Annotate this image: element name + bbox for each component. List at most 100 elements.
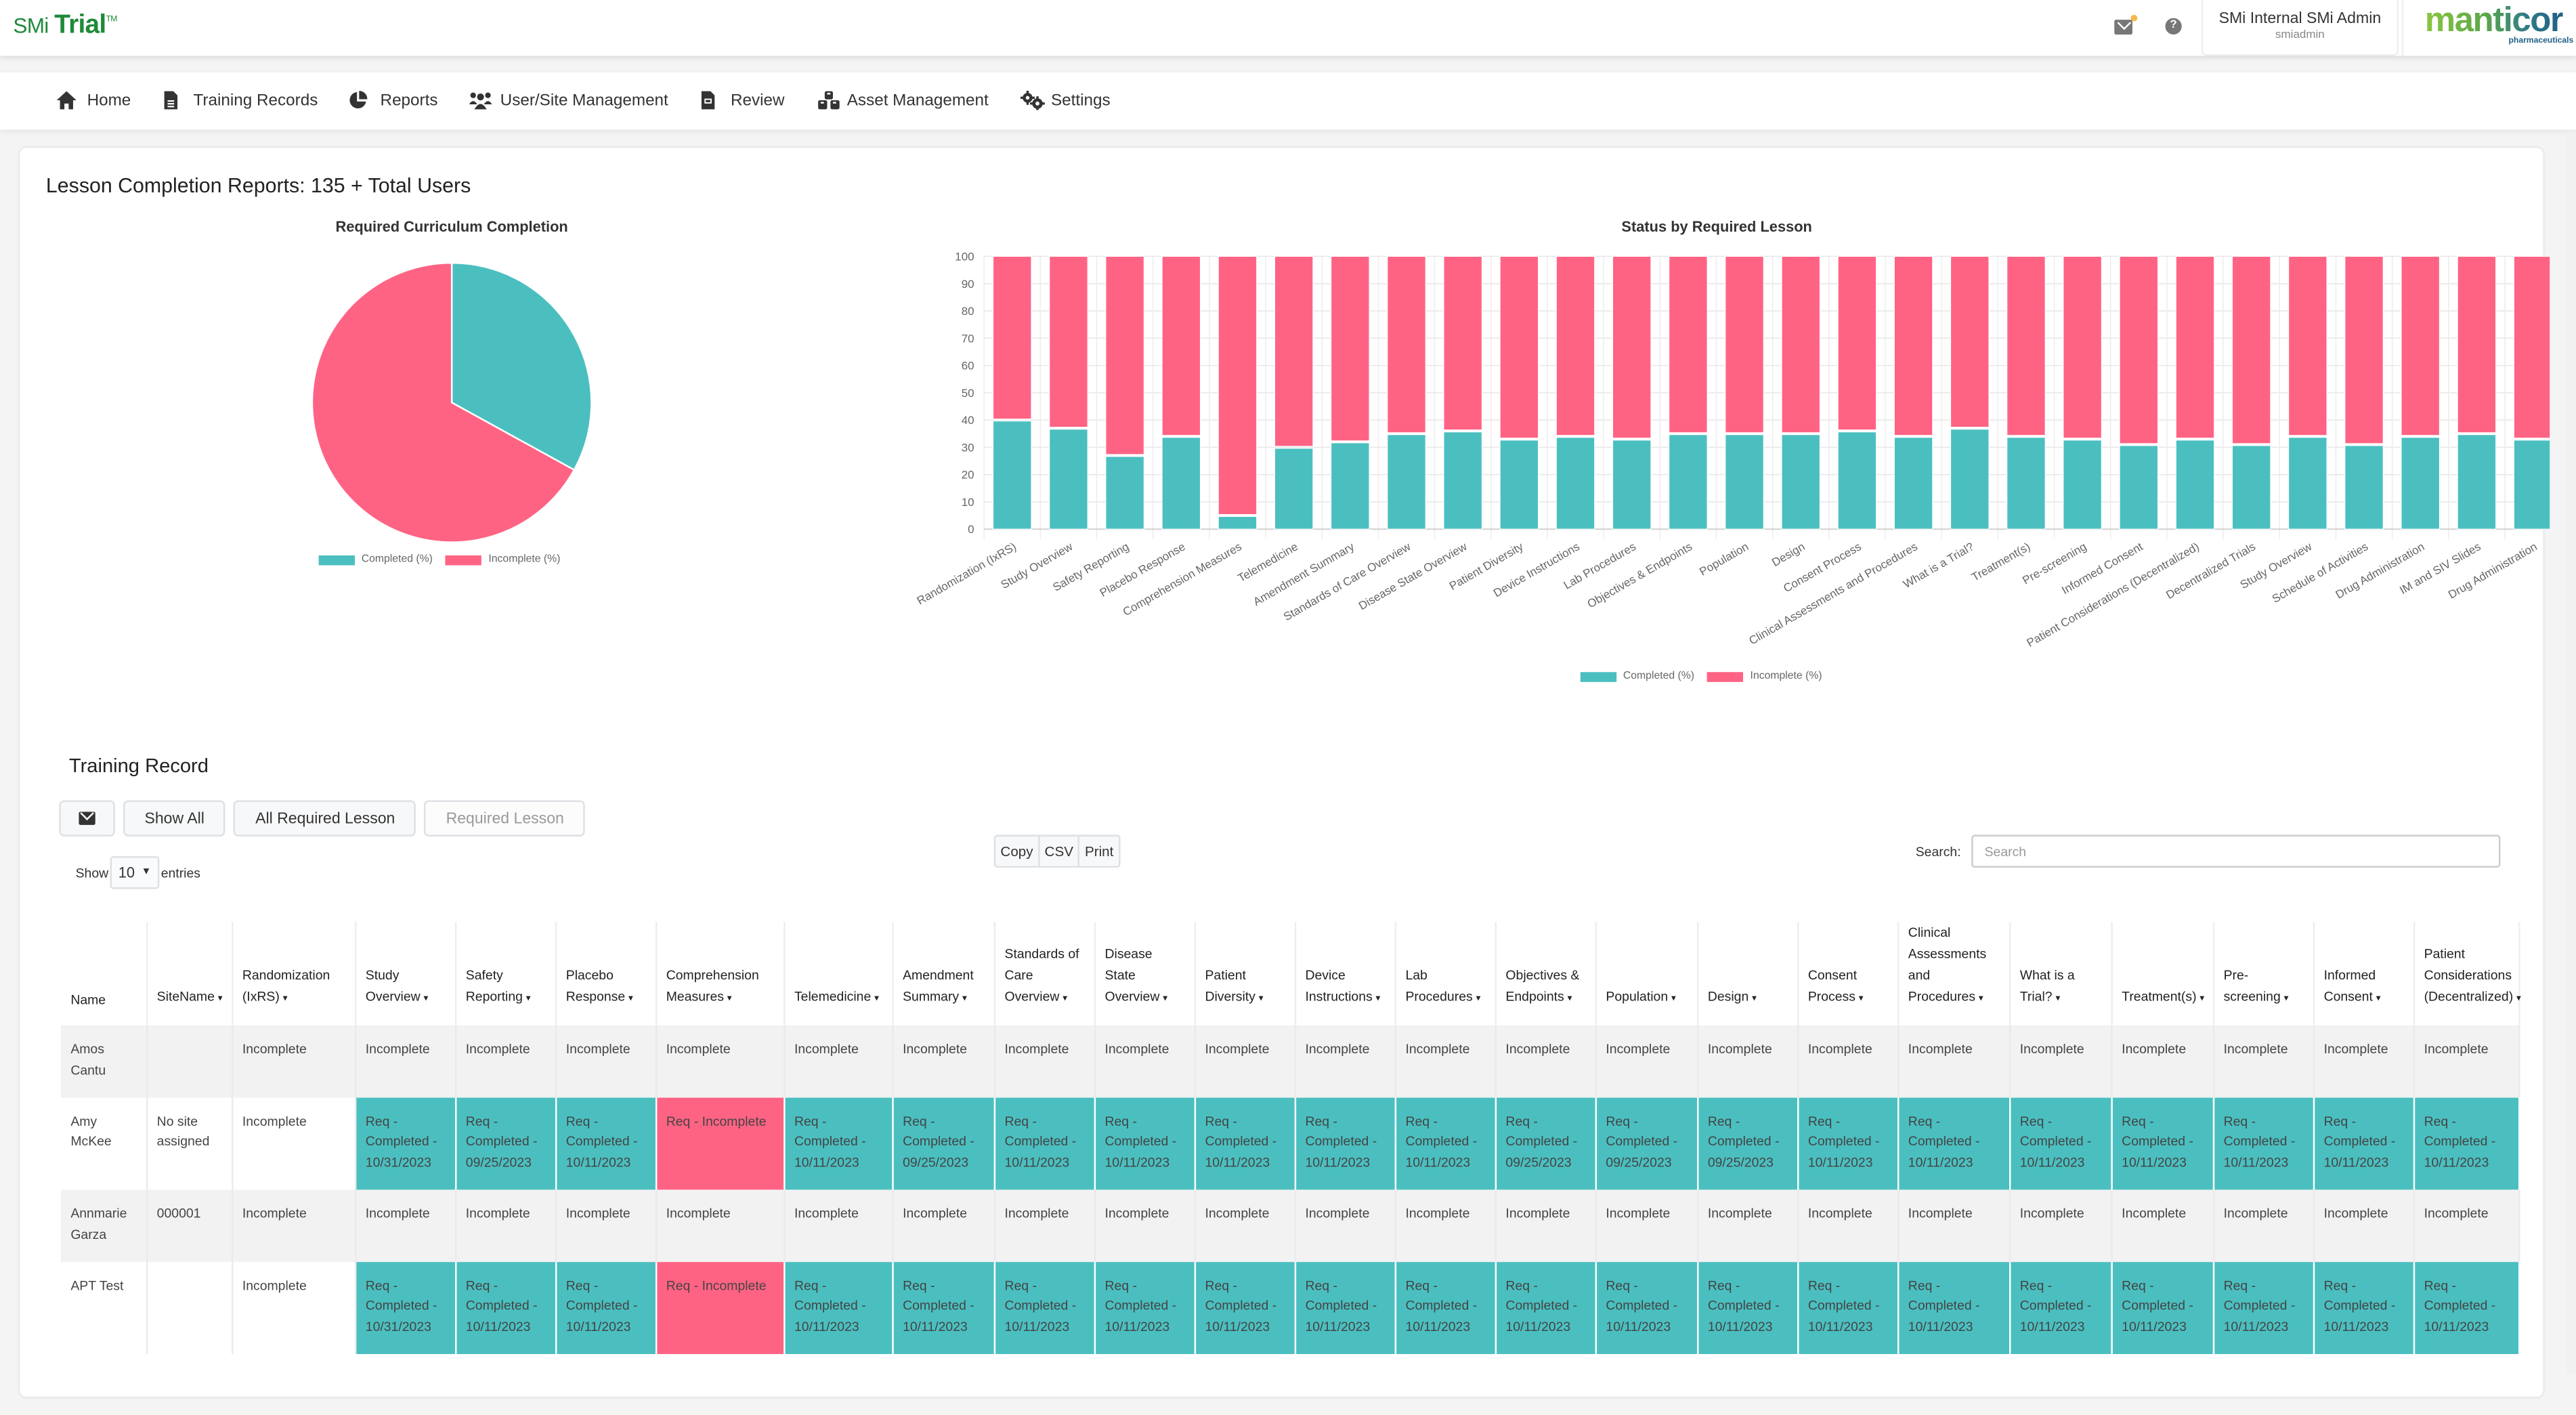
legend-item[interactable]: Incomplete (%): [446, 554, 560, 566]
bar-completed[interactable]: [2401, 437, 2441, 530]
bar-completed[interactable]: [2457, 434, 2497, 530]
bar-incomplete[interactable]: [1669, 255, 1708, 434]
column-header[interactable]: Safety Reporting ▾: [455, 921, 557, 1026]
bar-completed[interactable]: [2344, 445, 2384, 530]
bar-incomplete[interactable]: [2063, 255, 2103, 439]
table-row[interactable]: Amy McKee No site assigned Incomplete Req -…: [60, 1097, 2520, 1190]
bar-completed[interactable]: [992, 420, 1032, 530]
column-header[interactable]: Consent Process ▾: [1797, 921, 1899, 1026]
column-header[interactable]: What is a Trial? ▾: [2009, 921, 2112, 1026]
bar-incomplete[interactable]: [1725, 255, 1764, 434]
bar-completed[interactable]: [1499, 440, 1539, 530]
email-button[interactable]: [59, 800, 115, 837]
bar-incomplete[interactable]: [1161, 255, 1201, 436]
column-header[interactable]: Patient Considerations (Decentralized) ▾: [2413, 921, 2521, 1026]
nav-item-settings[interactable]: Settings: [1020, 90, 1111, 110]
bar-incomplete[interactable]: [1443, 255, 1483, 431]
bar-incomplete[interactable]: [1837, 255, 1877, 431]
bar-incomplete[interactable]: [1330, 255, 1370, 442]
bar-completed[interactable]: [1105, 456, 1145, 530]
bar-completed[interactable]: [1950, 429, 1990, 530]
column-header[interactable]: Clinical Assessments and Procedures ▾: [1897, 921, 2011, 1026]
page-scrollbar[interactable]: [2566, 131, 2576, 1374]
legend-item[interactable]: Completed (%): [318, 554, 433, 566]
nav-item-reports[interactable]: Reports: [349, 90, 437, 110]
bar-completed[interactable]: [1725, 434, 1764, 530]
search-input[interactable]: [1971, 835, 2501, 868]
bar-incomplete[interactable]: [2175, 255, 2215, 439]
column-header[interactable]: Patient Diversity ▾: [1194, 921, 1295, 1026]
bar-completed[interactable]: [1893, 437, 1933, 530]
column-header[interactable]: Treatment(s) ▾: [2111, 921, 2214, 1026]
bar-completed[interactable]: [2175, 440, 2215, 530]
bar-incomplete[interactable]: [2006, 255, 2046, 436]
bar-completed[interactable]: [1837, 431, 1877, 530]
bar-completed[interactable]: [1612, 440, 1652, 530]
column-header[interactable]: Study Overview ▾: [355, 921, 456, 1026]
bar-incomplete[interactable]: [992, 255, 1032, 420]
bar-incomplete[interactable]: [2119, 255, 2159, 444]
help-icon[interactable]: ?: [2165, 18, 2182, 35]
column-header[interactable]: Telemedicine ▾: [783, 921, 893, 1026]
column-header[interactable]: Design ▾: [1697, 921, 1799, 1026]
nav-item-review[interactable]: Review: [700, 90, 785, 110]
column-header[interactable]: Objectives & Endpoints ▾: [1495, 921, 1596, 1026]
bar-incomplete[interactable]: [1274, 255, 1314, 447]
bar-completed[interactable]: [1218, 515, 1258, 530]
column-header[interactable]: Lab Procedures ▾: [1394, 921, 1496, 1026]
training-table-container[interactable]: Name SiteName ▾ Randomization (IxRS) ▾ Study …: [60, 921, 2522, 1415]
column-header[interactable]: Randomization (IxRS) ▾: [232, 921, 356, 1026]
bar-completed[interactable]: [2288, 437, 2327, 530]
column-header[interactable]: SiteName ▾: [146, 921, 233, 1026]
bar-incomplete[interactable]: [1218, 255, 1258, 515]
app-logo[interactable]: SMi TrialTM: [13, 12, 117, 41]
bar-incomplete[interactable]: [1499, 255, 1539, 439]
bar-completed[interactable]: [2119, 445, 2159, 530]
nav-item-training-records[interactable]: Training Records: [162, 90, 318, 110]
bar-completed[interactable]: [1781, 434, 1821, 530]
required-lesson-button[interactable]: Required Lesson: [425, 800, 586, 837]
bar-incomplete[interactable]: [1893, 255, 1933, 436]
print-button[interactable]: Print: [1084, 843, 1114, 860]
column-header[interactable]: Placebo Response ▾: [555, 921, 657, 1026]
bar-incomplete[interactable]: [2513, 255, 2550, 439]
nav-item-user-site-management[interactable]: User/Site Management: [469, 90, 668, 110]
table-row[interactable]: Annmarie Garza 000001 Incomplete Incomplete…: [60, 1189, 2520, 1262]
entries-select[interactable]: 10 ▼: [110, 856, 160, 889]
bar-incomplete[interactable]: [2231, 255, 2271, 444]
bar-completed[interactable]: [2006, 437, 2046, 530]
all-required-lesson-button[interactable]: All Required Lesson: [234, 800, 416, 837]
bar-completed[interactable]: [1443, 431, 1483, 530]
column-header[interactable]: Population ▾: [1595, 921, 1698, 1026]
bar-incomplete[interactable]: [2344, 255, 2384, 444]
bar-completed[interactable]: [1387, 434, 1426, 530]
legend-item[interactable]: Completed (%): [1580, 671, 1694, 682]
bar-incomplete[interactable]: [1950, 255, 1990, 428]
bar-completed[interactable]: [2063, 440, 2103, 530]
nav-item-asset-management[interactable]: Asset Management: [816, 90, 989, 110]
bar-incomplete[interactable]: [2401, 255, 2441, 436]
pie-slice-incomplete[interactable]: [311, 261, 576, 543]
bar-completed[interactable]: [1161, 437, 1201, 530]
column-header[interactable]: Disease State Overview ▾: [1094, 921, 1195, 1026]
mail-icon[interactable]: [2114, 14, 2138, 34]
bar-incomplete[interactable]: [1781, 255, 1821, 434]
bar-incomplete[interactable]: [2288, 255, 2327, 436]
nav-item-home[interactable]: Home: [56, 90, 131, 110]
show-all-button[interactable]: Show All: [123, 800, 226, 837]
column-header[interactable]: Name: [60, 921, 148, 1026]
column-header[interactable]: Standards of Care Overview ▾: [993, 921, 1095, 1026]
bar-incomplete[interactable]: [1387, 255, 1426, 434]
bar-incomplete[interactable]: [1555, 255, 1595, 436]
column-header[interactable]: Informed Consent ▾: [2313, 921, 2415, 1026]
column-header[interactable]: Amendment Summary ▾: [892, 921, 995, 1026]
table-row[interactable]: Amos Cantu Incomplete Incomplete Incomplete…: [60, 1025, 2520, 1097]
copy-button[interactable]: Copy: [995, 836, 1040, 866]
bar-completed[interactable]: [1274, 448, 1314, 530]
column-header[interactable]: Comprehension Measures ▾: [655, 921, 785, 1026]
bar-incomplete[interactable]: [2457, 255, 2497, 434]
bar-completed[interactable]: [1669, 434, 1708, 530]
bar-incomplete[interactable]: [1105, 255, 1145, 455]
user-menu[interactable]: SMi Internal SMi Admin smiadmin: [2201, 0, 2399, 56]
bar-completed[interactable]: [2513, 440, 2550, 530]
